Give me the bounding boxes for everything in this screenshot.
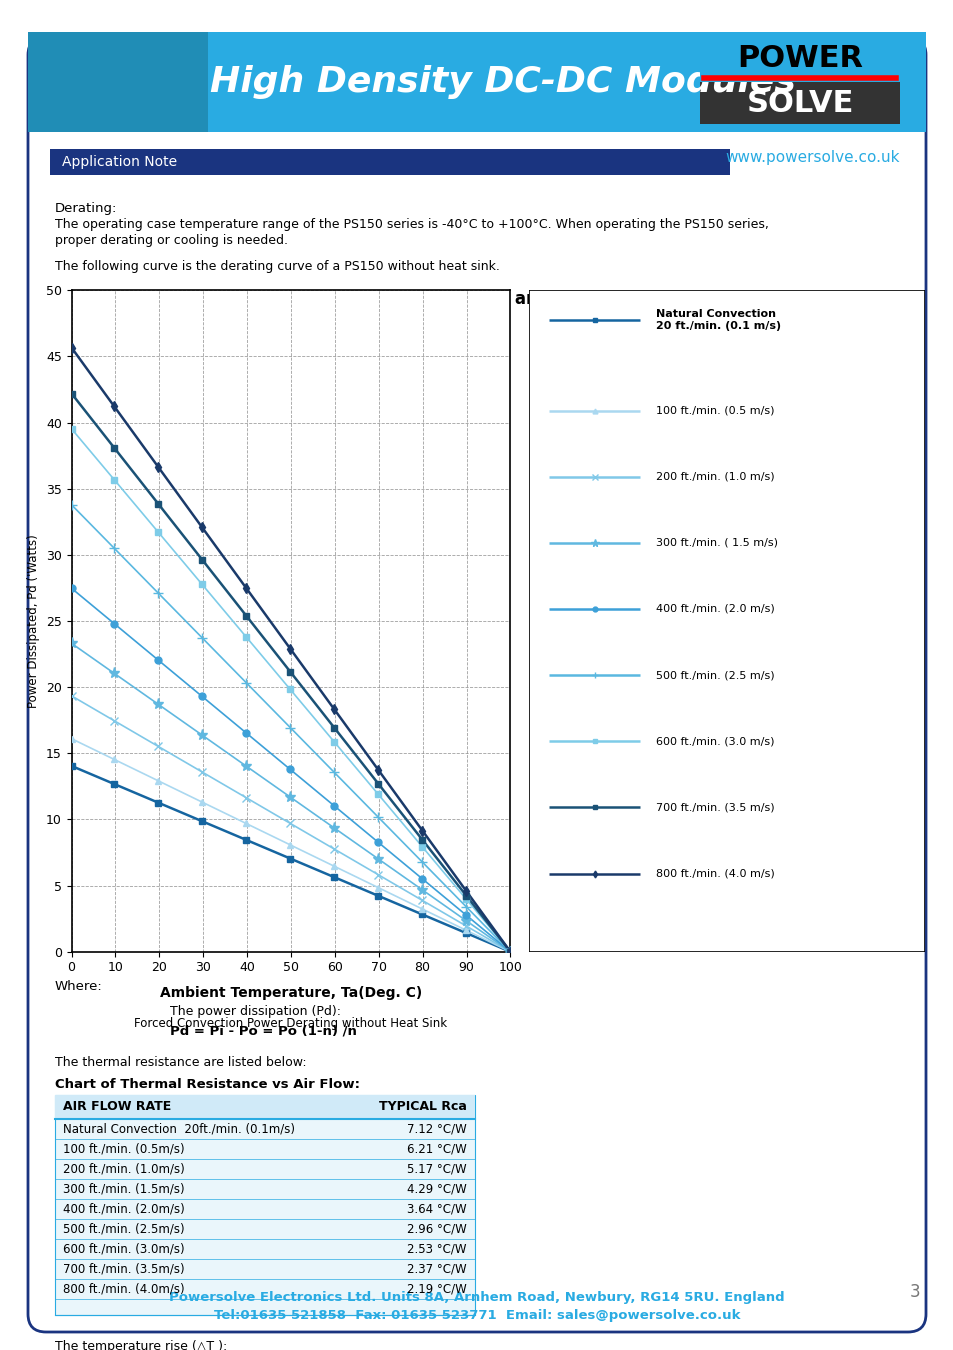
Text: 2.19 °C/W: 2.19 °C/W xyxy=(407,1282,467,1296)
Text: Ambient Temperature, Ta(Deg. C): Ambient Temperature, Ta(Deg. C) xyxy=(160,986,421,999)
Text: 700 ft./min. (3.5 m/s): 700 ft./min. (3.5 m/s) xyxy=(656,802,774,813)
Text: 3: 3 xyxy=(908,1282,919,1301)
Text: 6.21 °C/W: 6.21 °C/W xyxy=(407,1142,467,1156)
Bar xyxy=(28,32,208,132)
Y-axis label: Power Dissipated, Pd ('Watts): Power Dissipated, Pd ('Watts) xyxy=(28,535,40,707)
Text: Forced Convection Power Derating without Heat Sink: Forced Convection Power Derating without… xyxy=(134,1017,447,1030)
Bar xyxy=(55,1095,475,1119)
Text: 200 ft./min. (1.0m/s): 200 ft./min. (1.0m/s) xyxy=(63,1162,185,1176)
Bar xyxy=(700,40,899,124)
Text: 7.12 °C/W: 7.12 °C/W xyxy=(407,1122,467,1135)
Text: Application Note: Application Note xyxy=(62,155,177,169)
Text: 600 ft./min. (3.0m/s): 600 ft./min. (3.0m/s) xyxy=(63,1242,185,1256)
Text: The operating case temperature range of the PS150 series is -40°C to +100°C. Whe: The operating case temperature range of … xyxy=(55,217,768,231)
Text: Tel:01635 521858  Fax: 01635 523771  Email: sales@powersolve.co.uk: Tel:01635 521858 Fax: 01635 523771 Email… xyxy=(213,1310,740,1323)
Text: 500 ft./min. (2.5 m/s): 500 ft./min. (2.5 m/s) xyxy=(656,670,774,680)
Bar xyxy=(28,32,925,132)
Text: The following curve is the derating curve of a PS150 without heat sink.: The following curve is the derating curv… xyxy=(55,261,499,273)
Text: 300 ft./min. ( 1.5 m/s): 300 ft./min. ( 1.5 m/s) xyxy=(656,537,778,548)
Text: 2.37 °C/W: 2.37 °C/W xyxy=(407,1262,467,1276)
Text: AIR FLOW RATE: AIR FLOW RATE xyxy=(63,1100,172,1114)
Text: 2.53 °C/W: 2.53 °C/W xyxy=(407,1242,467,1256)
Text: Powersolve Electronics Ltd. Units 8A, Arnhem Road, Newbury, RG14 5RU. England: Powersolve Electronics Ltd. Units 8A, Ar… xyxy=(169,1292,784,1304)
Text: 200 ft./min. (1.0 m/s): 200 ft./min. (1.0 m/s) xyxy=(656,471,774,482)
Text: 500 ft./min. (2.5m/s): 500 ft./min. (2.5m/s) xyxy=(63,1223,185,1235)
Text: Where:: Where: xyxy=(55,980,103,994)
Text: 3.64 °C/W: 3.64 °C/W xyxy=(407,1203,467,1215)
Text: Natural Convection
20 ft./min. (0.1 m/s): Natural Convection 20 ft./min. (0.1 m/s) xyxy=(656,309,781,331)
FancyBboxPatch shape xyxy=(28,36,925,1332)
Text: The power dissipation (Pd):: The power dissipation (Pd): xyxy=(170,1004,340,1018)
Text: Derating:: Derating: xyxy=(55,202,117,215)
Text: proper derating or cooling is needed.: proper derating or cooling is needed. xyxy=(55,234,288,247)
Text: Chart of Thermal Resistance vs Air Flow:: Chart of Thermal Resistance vs Air Flow: xyxy=(55,1079,359,1091)
Bar xyxy=(50,148,729,176)
Text: 800 ft./min. (4.0 m/s): 800 ft./min. (4.0 m/s) xyxy=(656,868,774,879)
Bar xyxy=(700,40,899,82)
Text: The thermal resistance are listed below:: The thermal resistance are listed below: xyxy=(55,1056,306,1069)
Text: 100 ft./min. (0.5 m/s): 100 ft./min. (0.5 m/s) xyxy=(656,405,774,416)
Text: 100 ft./min. (0.5m/s): 100 ft./min. (0.5m/s) xyxy=(63,1142,185,1156)
Text: 800 ft./min. (4.0m/s): 800 ft./min. (4.0m/s) xyxy=(63,1282,185,1296)
Text: POWER: POWER xyxy=(737,45,862,73)
Text: 2.96 °C/W: 2.96 °C/W xyxy=(407,1223,467,1235)
Text: Natural Convection  20ft./min. (0.1m/s): Natural Convection 20ft./min. (0.1m/s) xyxy=(63,1122,294,1135)
Text: SOLVE: SOLVE xyxy=(745,89,853,117)
Text: 400 ft./min. (2.0m/s): 400 ft./min. (2.0m/s) xyxy=(63,1203,185,1215)
Text: Pd = Pi - Po = Po (1-n) /n: Pd = Pi - Po = Po (1-n) /n xyxy=(170,1025,356,1038)
Text: 5.17 °C/W: 5.17 °C/W xyxy=(407,1162,467,1176)
Text: Power Dissipated vs Ambient Temperature and Air Flow: Power Dissipated vs Ambient Temperature … xyxy=(109,290,631,308)
Text: 600 ft./min. (3.0 m/s): 600 ft./min. (3.0 m/s) xyxy=(656,736,774,747)
Text: 4.29 °C/W: 4.29 °C/W xyxy=(407,1183,467,1196)
Text: The temperature rise (△T ):: The temperature rise (△T ): xyxy=(55,1341,227,1350)
Text: 300 ft./min. (1.5m/s): 300 ft./min. (1.5m/s) xyxy=(63,1183,185,1196)
Text: 700 ft./min. (3.5m/s): 700 ft./min. (3.5m/s) xyxy=(63,1262,185,1276)
Text: 400 ft./min. (2.0 m/s): 400 ft./min. (2.0 m/s) xyxy=(656,603,774,614)
Text: High Density DC-DC Modules: High Density DC-DC Modules xyxy=(210,65,795,99)
Bar xyxy=(55,1095,475,1315)
Text: www.powersolve.co.uk: www.powersolve.co.uk xyxy=(724,150,899,165)
Text: TYPICAL Rca: TYPICAL Rca xyxy=(378,1100,467,1114)
